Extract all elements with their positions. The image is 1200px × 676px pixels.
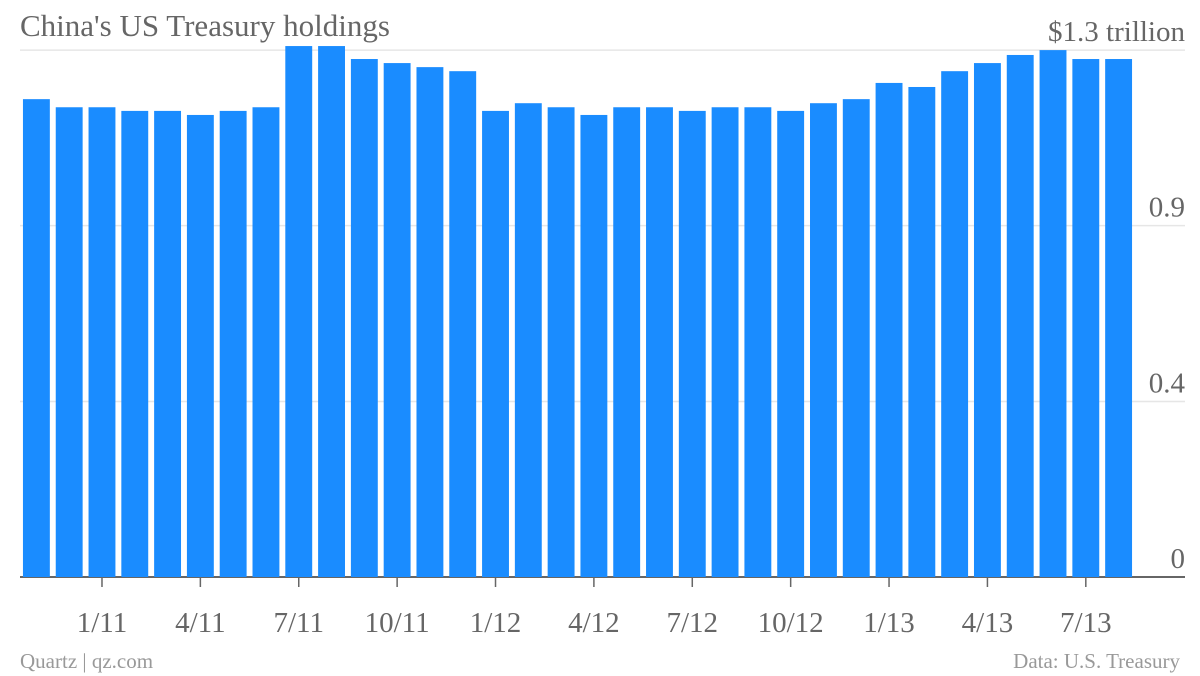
bar — [1072, 59, 1100, 578]
y-tick-label: 0.9 — [1149, 192, 1185, 224]
note: Data: U.S. Treasury — [1013, 649, 1180, 673]
x-tick-label: 7/13 — [1060, 607, 1112, 639]
chart-title: China's US Treasury holdings — [20, 8, 390, 43]
x-tick-label: 4/13 — [962, 607, 1014, 639]
x-tick-label: 10/11 — [365, 607, 430, 639]
bar — [55, 107, 83, 577]
y-tick-label: 0.4 — [1149, 368, 1186, 400]
y-tick-label: 0 — [1171, 543, 1186, 575]
bar — [810, 103, 837, 578]
x-tick-label: 1/11 — [77, 607, 127, 639]
x-tick-label: 4/12 — [568, 607, 620, 639]
x-tick-label: 10/12 — [758, 607, 824, 639]
bar — [973, 63, 1001, 578]
bar — [744, 107, 772, 577]
bar — [875, 82, 903, 577]
bar — [842, 99, 870, 577]
bar — [646, 107, 673, 577]
bar — [1039, 50, 1067, 577]
bar — [383, 63, 411, 578]
source: Quartz | qz.com — [20, 649, 153, 673]
bar — [613, 107, 641, 577]
bar — [154, 110, 182, 577]
x-tick-label: 7/12 — [666, 607, 718, 639]
x-tick-label: 7/11 — [274, 607, 324, 639]
x-tick-label: 1/12 — [470, 607, 522, 639]
x-tick-label: 1/13 — [863, 607, 915, 639]
bar — [219, 110, 247, 577]
bar — [547, 107, 575, 577]
bar — [350, 59, 378, 578]
x-tick-label: 4/11 — [175, 607, 225, 639]
bar — [941, 71, 969, 577]
bar — [318, 46, 345, 577]
bar — [186, 114, 214, 578]
bar — [514, 103, 542, 578]
bar — [252, 107, 280, 577]
bar — [449, 71, 477, 577]
bar — [777, 110, 805, 577]
bar — [121, 110, 149, 577]
bar — [88, 107, 116, 577]
bar — [22, 99, 50, 577]
bar — [711, 107, 739, 577]
y-tick-label: $1.3 trillion — [1048, 16, 1185, 48]
bar — [1105, 59, 1133, 578]
bar — [482, 110, 509, 577]
bar — [416, 67, 444, 577]
bar — [285, 46, 313, 577]
bar — [580, 114, 608, 578]
bar — [908, 86, 936, 577]
bar — [678, 110, 706, 577]
bar — [1006, 54, 1034, 577]
